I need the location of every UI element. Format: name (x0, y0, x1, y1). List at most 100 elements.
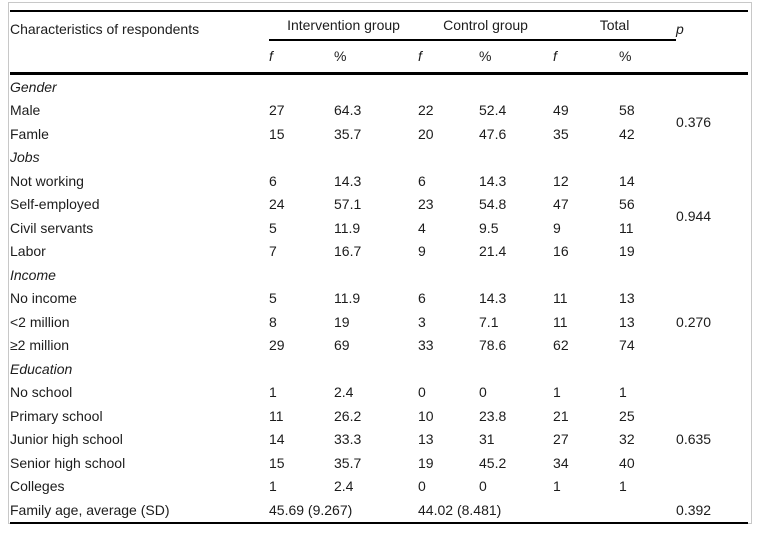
cell-pct-total: 13 (619, 290, 635, 307)
cell-f-intervention: 15 (269, 125, 285, 142)
data-row-not-working: Not working 6 14.3 6 14.3 12 14 0.944 (10, 169, 748, 224)
cell-pct-control: 0 (479, 478, 487, 495)
cell-pct-total: 11 (619, 219, 634, 236)
cell-pct-control: 47.6 (479, 125, 507, 142)
data-row-no-income: No income 5 11.9 6 14.3 11 13 0.270 (10, 287, 748, 329)
cell-pct-total: 13 (619, 313, 635, 330)
cell-pct-total: 56 (619, 196, 635, 213)
cell-f-control: 33 (418, 337, 434, 354)
data-row-junior-high-school: Junior high school 14 33.3 13 31 27 32 (10, 428, 748, 452)
cell-f-total: 9 (553, 219, 561, 236)
cell-f-total: 16 (553, 243, 569, 260)
cell-pct-intervention: 2.4 (334, 478, 354, 495)
subcol-f-intervention: f (269, 40, 334, 75)
cell-f-intervention: 5 (269, 219, 277, 236)
cell-pct-intervention: 16.7 (334, 243, 362, 260)
data-row-no-school: No school 1 2.4 0 0 1 1 0.635 (10, 381, 748, 447)
section-label: Gender (10, 78, 57, 95)
cell-f-total: 27 (553, 431, 569, 448)
cell-f-control: 10 (418, 407, 434, 424)
cell-f-intervention: 14 (269, 431, 285, 448)
row-label: No school (10, 384, 73, 401)
subcol-pct-intervention: % (334, 40, 419, 75)
cell-f-intervention: 11 (269, 407, 284, 424)
cell-pct-intervention: 2.4 (334, 384, 354, 401)
table-body: Gender Male 27 64.3 22 52.4 49 58 0.376 … (10, 74, 749, 524)
row-label: Junior high school (10, 431, 123, 448)
cell-pct-intervention: 35.7 (334, 454, 362, 471)
group-header-row: Characteristics of respondents Intervent… (10, 10, 749, 75)
cell-mean-sd-control: 44.02 (8.481) (418, 498, 554, 524)
p-value-income: 0.270 (676, 313, 712, 330)
cell-f-total: 11 (553, 290, 568, 307)
cell-f-total: 34 (553, 454, 569, 471)
cell-pct-control: 31 (479, 431, 495, 448)
cell-pct-total: 1 (619, 384, 627, 401)
cell-f-control: 22 (418, 102, 434, 119)
cell-f-control: 6 (418, 172, 426, 189)
cell-f-control: 3 (418, 313, 426, 330)
cell-pct-total: 1 (619, 478, 627, 495)
cell-pct-control: 14.3 (479, 172, 507, 189)
subcol-f-control: f (418, 40, 480, 75)
cell-pct-total: 58 (619, 102, 635, 119)
empty-cell (676, 74, 748, 99)
row-label: Family age, average (SD) (10, 498, 269, 524)
subcol-pct-control: % (479, 40, 554, 75)
cell-f-intervention: 8 (269, 313, 277, 330)
empty-cell (553, 498, 677, 524)
section-label: Income (10, 266, 56, 283)
respondents-characteristics-table: Characteristics of respondents Intervent… (10, 10, 749, 524)
cell-pct-intervention: 33.3 (334, 431, 362, 448)
data-row-colleges: Colleges 1 2.4 0 0 1 1 (10, 475, 748, 499)
cell-pct-intervention: 11.9 (334, 219, 361, 236)
p-value-gender: 0.376 (676, 113, 712, 130)
group-header-intervention: Intervention group (269, 10, 419, 41)
section-label: Education (10, 360, 73, 377)
cell-f-control: 13 (418, 431, 434, 448)
subcol-f-total: f (553, 40, 620, 75)
cell-f-control: 23 (418, 196, 434, 213)
cell-f-intervention: 5 (269, 290, 277, 307)
row-label: Not working (10, 172, 84, 189)
row-label: Senior high school (10, 454, 126, 471)
row-label: Male (10, 102, 41, 119)
row-label: Primary school (10, 407, 103, 424)
p-value-jobs: 0.944 (676, 207, 712, 224)
p-value-family-age: 0.392 (676, 498, 749, 524)
cell-pct-control: 7.1 (479, 313, 499, 330)
cell-f-control: 9 (418, 243, 426, 260)
empty-cell (676, 357, 748, 381)
cell-pct-control: 9.5 (479, 219, 499, 236)
cell-pct-intervention: 35.7 (334, 125, 362, 142)
cell-pct-intervention: 69 (334, 337, 350, 354)
table-frame: Characteristics of respondents Intervent… (8, 2, 752, 524)
cell-pct-intervention: 26.2 (334, 407, 362, 424)
cell-f-intervention: 6 (269, 172, 277, 189)
cell-f-intervention: 1 (269, 384, 277, 401)
row-label: ≥2 million (10, 337, 70, 354)
cell-pct-control: 0 (479, 384, 487, 401)
row-label: Colleges (10, 478, 65, 495)
cell-f-total: 49 (553, 102, 569, 119)
row-label: No income (10, 290, 77, 307)
cell-f-total: 1 (553, 478, 561, 495)
subcol-pct-total: % (619, 40, 677, 75)
cell-f-intervention: 7 (269, 243, 277, 260)
cell-pct-control: 14.3 (479, 290, 507, 307)
cell-pct-control: 21.4 (479, 243, 507, 260)
data-row-under-2-million: <2 million 8 19 3 7.1 11 13 (10, 310, 748, 334)
data-row-labor: Labor 7 16.7 9 21.4 16 19 (10, 240, 748, 264)
row-label: Civil servants (10, 219, 94, 236)
cell-f-control: 20 (418, 125, 434, 142)
row-label: Self-employed (10, 196, 100, 213)
cell-pct-total: 42 (619, 125, 635, 142)
data-row-primary-school: Primary school 11 26.2 10 23.8 21 25 (10, 404, 748, 428)
cell-pct-intervention: 57.1 (334, 196, 362, 213)
cell-mean-sd-intervention: 45.69 (9.267) (269, 498, 419, 524)
cell-f-intervention: 15 (269, 454, 285, 471)
data-row-over-2-million: ≥2 million 29 69 33 78.6 62 74 (10, 334, 748, 358)
section-row-gender: Gender (10, 74, 748, 99)
col-header-characteristics: Characteristics of respondents (10, 10, 269, 75)
subheader-row: f % f % f % (10, 40, 748, 75)
